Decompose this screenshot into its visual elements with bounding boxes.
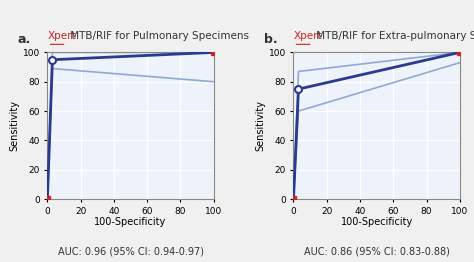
Y-axis label: Sensitivity: Sensitivity: [10, 100, 20, 151]
Text: b.: b.: [264, 33, 277, 46]
Text: a.: a.: [18, 33, 31, 46]
Text: MTB/RIF for Extra-pulmonary Specimens: MTB/RIF for Extra-pulmonary Specimens: [313, 31, 474, 41]
Text: MTB/RIF for Pulmonary Specimens: MTB/RIF for Pulmonary Specimens: [66, 31, 248, 41]
Text: Xpert: Xpert: [47, 31, 76, 41]
Text: AUC: 0.86 (95% CI: 0.83-0.88): AUC: 0.86 (95% CI: 0.83-0.88): [304, 246, 449, 256]
X-axis label: 100-Specificity: 100-Specificity: [340, 217, 413, 227]
X-axis label: 100-Specificity: 100-Specificity: [94, 217, 167, 227]
Text: AUC: 0.96 (95% CI: 0.94-0.97): AUC: 0.96 (95% CI: 0.94-0.97): [57, 246, 203, 256]
Text: Xpert: Xpert: [293, 31, 322, 41]
Y-axis label: Sensitivity: Sensitivity: [256, 100, 266, 151]
